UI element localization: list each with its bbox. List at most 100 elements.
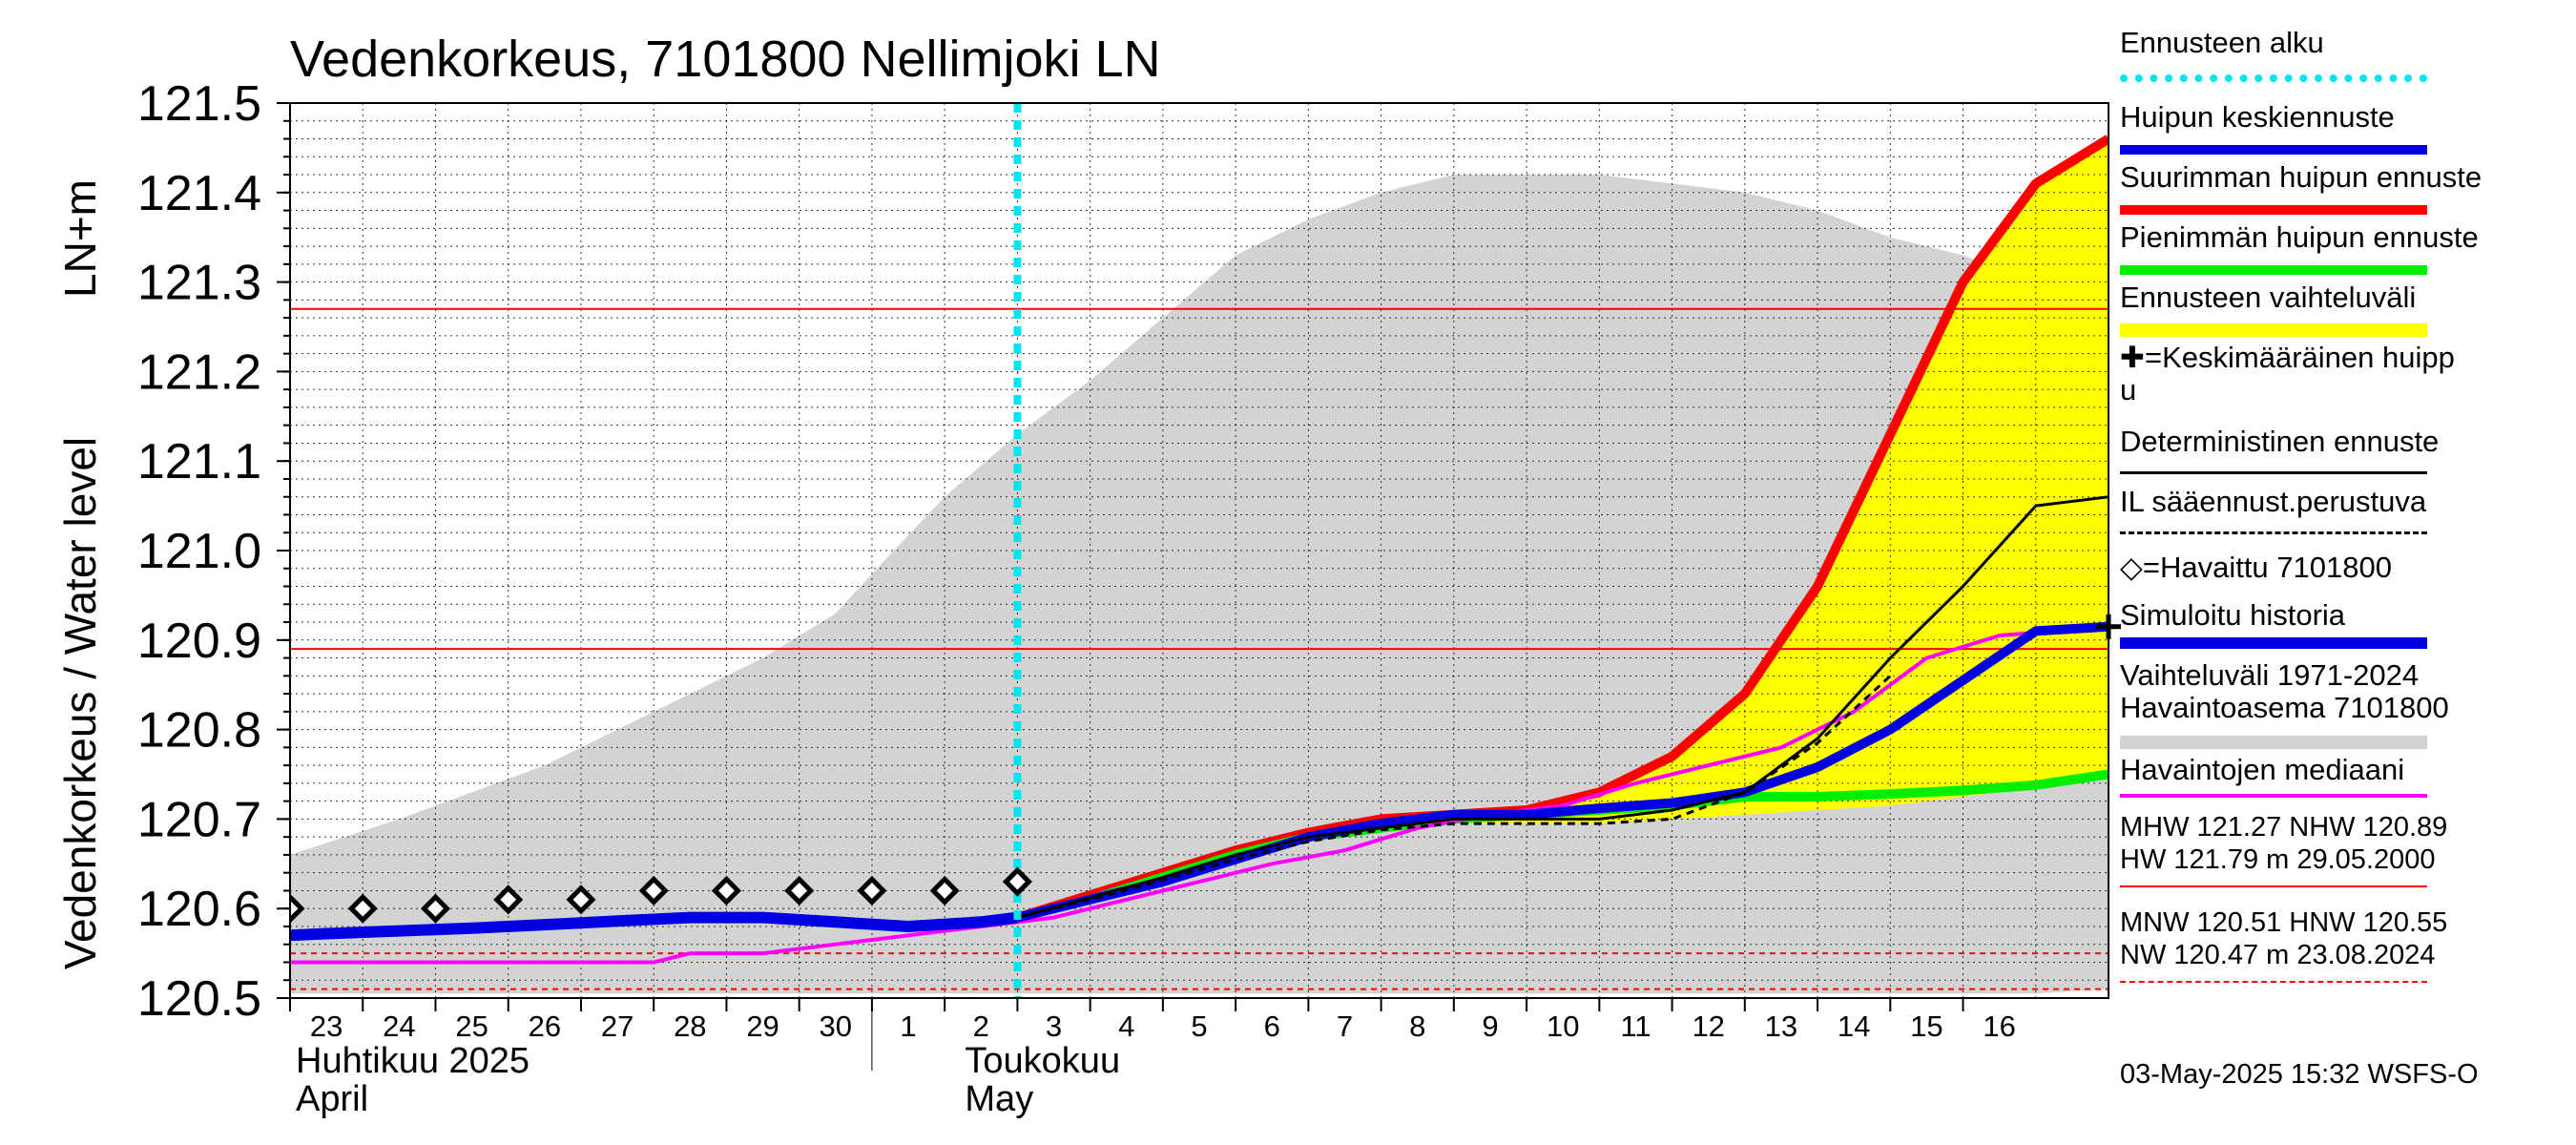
stat-low-line1: MNW 120.51 HNW 120.55 — [2120, 907, 2448, 938]
stat-low-line2: NW 120.47 m 23.08.2024 — [2120, 940, 2436, 970]
x-tick-label: 25 — [455, 1010, 488, 1043]
legend-swatch-forecast-range — [2120, 323, 2427, 337]
month-label-fi-0: Huhtikuu 2025 — [296, 1041, 530, 1081]
observed-point — [347, 893, 378, 924]
x-tick-label: 14 — [1838, 1010, 1870, 1043]
y-tick-label: 120.6 — [137, 882, 261, 937]
x-tick-label: 3 — [1046, 1010, 1062, 1043]
legend-label: Ennusteen alku — [2120, 26, 2324, 59]
legend-label: IL sääennust.perustuva — [2120, 485, 2427, 518]
x-tick-label: 26 — [529, 1010, 561, 1043]
legend-label: ✚=Keskimääräinen huipp u — [2120, 341, 2455, 406]
legend-item-median: Havaintojen mediaani — [2120, 753, 2540, 798]
x-tick-label: 4 — [1118, 1010, 1134, 1043]
legend-swatch-deterministic — [2120, 471, 2427, 474]
legend-label: Suurimman huipun ennuste — [2120, 160, 2483, 194]
y-tick-label: 120.7 — [137, 792, 261, 847]
stat-high-line2: HW 121.79 m 29.05.2000 — [2120, 844, 2436, 875]
month-label-en-0: April — [296, 1079, 368, 1119]
x-tick-label: 6 — [1264, 1010, 1280, 1043]
x-tick-label: 24 — [383, 1010, 415, 1043]
legend-swatch-max-peak — [2120, 205, 2427, 215]
observed-point — [711, 875, 741, 906]
observed-point — [493, 885, 524, 915]
x-tick-label: 5 — [1191, 1010, 1207, 1043]
legend-item-forecast-start: Ennusteen alku — [2120, 26, 2540, 82]
y-tick-label: 121.1 — [137, 434, 261, 489]
legend-swatch-history-range — [2120, 736, 2427, 749]
legend-swatch-forecast-start — [2120, 74, 2427, 82]
x-tick-label: 28 — [674, 1010, 706, 1043]
legend-item-mean-peak: Huipun keskiennuste — [2120, 100, 2540, 155]
legend-swatch-low-thresholds — [2120, 981, 2427, 983]
y-tick-label: 121.3 — [137, 256, 261, 311]
legend-item-il-forecast: IL sääennust.perustuva — [2120, 485, 2540, 534]
x-tick-label: 9 — [1482, 1010, 1498, 1043]
y-tick-label: 121.5 — [137, 76, 261, 132]
legend-item-forecast-range: Ennusteen vaihteluväli — [2120, 281, 2540, 337]
observed-point — [857, 875, 887, 906]
legend-stats-low: MNW 120.51 HNW 120.55 NW 120.47 m 23.08.… — [2120, 906, 2540, 983]
legend-swatch-simulated — [2120, 637, 2427, 649]
legend-swatch-min-peak — [2120, 265, 2427, 275]
legend-item-average-peak: ✚=Keskimääräinen huipp u — [2120, 342, 2540, 406]
y-tick-label: 120.9 — [137, 614, 261, 669]
x-tick-label: 10 — [1547, 1010, 1579, 1043]
observed-point — [566, 885, 596, 915]
legend-swatch-il-forecast — [2120, 531, 2427, 534]
x-tick-label: 7 — [1337, 1010, 1353, 1043]
month-label-en-1: May — [965, 1079, 1033, 1119]
x-tick-label: 2 — [973, 1010, 989, 1043]
stat-high-line1: MHW 121.27 NHW 120.89 — [2120, 812, 2448, 843]
legend-label: Vaihteluväli 1971-2024 Havaintoasema 710… — [2120, 658, 2449, 724]
y-axis-unit: LN+m — [55, 179, 105, 298]
legend-label: Havaintojen mediaani — [2120, 753, 2405, 786]
observed-point — [420, 893, 451, 924]
plot-layer — [290, 103, 2109, 998]
x-tick-label: 29 — [746, 1010, 779, 1043]
y-tick-label: 120.5 — [137, 971, 261, 1027]
x-tick-label: 11 — [1620, 1010, 1651, 1043]
y-tick-label: 121.4 — [137, 166, 261, 221]
y-tick-label: 120.8 — [137, 703, 261, 759]
x-tick-label: 16 — [1983, 1010, 2015, 1043]
legend-label: ◇=Havaittu 7101800 — [2120, 551, 2392, 584]
legend-label: Deterministinen ennuste — [2120, 425, 2440, 458]
y-axis-label: Vedenkorkeus / Water level — [55, 437, 105, 969]
observed-point — [784, 875, 815, 906]
legend-item-max-peak: Suurimman huipun ennuste — [2120, 160, 2540, 215]
legend-stats-high: MHW 121.27 NHW 120.89 HW 121.79 m 29.05.… — [2120, 811, 2540, 887]
chart-title: Vedenkorkeus, 7101800 Nellimjoki LN — [290, 31, 1161, 88]
x-tick-label: 30 — [820, 1010, 852, 1043]
observed-point — [929, 875, 960, 906]
series-line-6 — [1017, 675, 1892, 920]
legend-swatch-median — [2120, 794, 2427, 798]
series-line-3 — [290, 911, 1019, 942]
observed-point — [638, 875, 669, 906]
x-tick-label: 23 — [310, 1010, 343, 1043]
y-tick-label: 121.2 — [137, 344, 261, 400]
timestamp: 03-May-2025 15:32 WSFS-O — [2120, 1059, 2479, 1090]
series-line-5 — [1017, 495, 2109, 920]
x-tick-label: 8 — [1409, 1010, 1425, 1043]
legend-swatch-high-thresholds — [2120, 885, 2427, 887]
legend-item-history-range: Vaihteluväli 1971-2024 Havaintoasema 710… — [2120, 658, 2540, 749]
forecast-range-band — [1017, 138, 2109, 918]
observed-point — [290, 893, 305, 924]
legend-label: Simuloitu historia — [2120, 598, 2346, 632]
legend-swatch-mean-peak — [2120, 145, 2427, 155]
observed-point — [1002, 866, 1032, 897]
legend-label: Ennusteen vaihteluväli — [2120, 281, 2417, 314]
legend-item-deterministic: Deterministinen ennuste — [2120, 425, 2540, 474]
legend-item-min-peak: Pienimmän huipun ennuste — [2120, 221, 2540, 275]
x-tick-label: 27 — [601, 1010, 634, 1043]
y-tick-label: 121.0 — [137, 524, 261, 579]
legend-label: Huipun keskiennuste — [2120, 100, 2395, 134]
x-tick-label: 1 — [900, 1010, 916, 1043]
legend-item-simulated: Simuloitu historia — [2120, 598, 2540, 649]
legend-item-observed: ◇=Havaittu 7101800 — [2120, 552, 2540, 584]
series-line-2 — [290, 624, 2109, 965]
month-label-fi-1: Toukokuu — [965, 1041, 1120, 1081]
x-tick-label: 12 — [1692, 1010, 1724, 1043]
